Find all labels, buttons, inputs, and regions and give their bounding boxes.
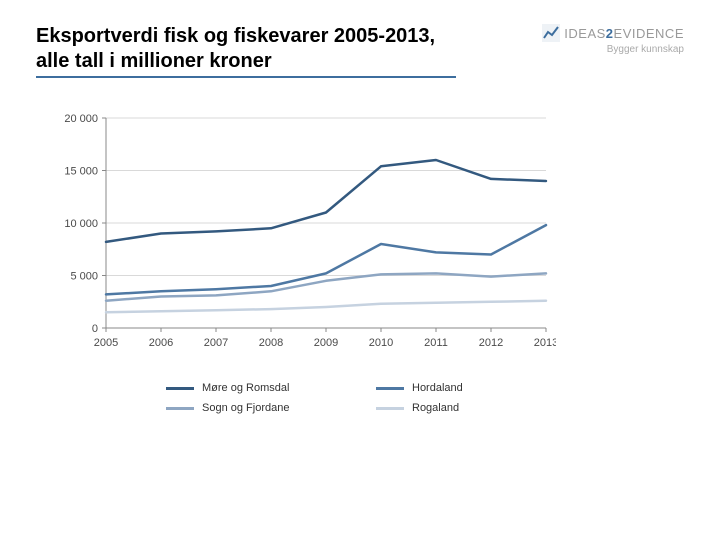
legend-item: Sogn og Fjordane xyxy=(166,402,346,414)
y-tick-label: 20 000 xyxy=(64,113,98,125)
brand-tagline: Bygger kunnskap xyxy=(542,44,684,55)
x-tick-label: 2013 xyxy=(534,337,556,349)
series-line xyxy=(106,301,546,313)
brand-name: IDEAS2EVIDENCE xyxy=(564,26,684,41)
y-tick-label: 10 000 xyxy=(64,218,98,230)
series-line xyxy=(106,273,546,300)
y-tick-label: 15 000 xyxy=(64,166,98,178)
legend-item: Rogaland xyxy=(376,402,556,414)
legend-label: Sogn og Fjordane xyxy=(202,402,289,414)
x-tick-label: 2009 xyxy=(314,337,338,349)
logo-icon xyxy=(542,24,560,42)
brand-accent: 2 xyxy=(606,26,614,41)
legend-label: Møre og Romsdal xyxy=(202,382,289,394)
slide: Eksportverdi fisk og fiskevarer 2005-201… xyxy=(0,0,720,540)
x-tick-label: 2008 xyxy=(259,337,283,349)
legend-label: Rogaland xyxy=(412,402,459,414)
legend-swatch xyxy=(166,407,194,410)
page-title: Eksportverdi fisk og fiskevarer 2005-201… xyxy=(36,24,456,78)
chart-legend: Møre og Romsdal Hordaland Sogn og Fjordane… xyxy=(166,382,684,414)
x-tick-label: 2005 xyxy=(94,337,118,349)
brand-pre: IDEAS xyxy=(564,26,606,41)
x-tick-label: 2012 xyxy=(479,337,503,349)
x-tick-label: 2006 xyxy=(149,337,173,349)
y-tick-label: 0 xyxy=(92,323,98,335)
brand-block: IDEAS2EVIDENCE Bygger kunnskap xyxy=(542,24,684,55)
x-tick-label: 2011 xyxy=(424,337,448,349)
brand-post: EVIDENCE xyxy=(614,26,684,41)
series-line xyxy=(106,160,546,242)
legend-swatch xyxy=(376,387,404,390)
legend-item: Hordaland xyxy=(376,382,556,394)
series-line xyxy=(106,225,546,294)
brand-logo: IDEAS2EVIDENCE xyxy=(542,24,684,42)
legend-item: Møre og Romsdal xyxy=(166,382,346,394)
chart-container: 0 5 000 10 000 15 000 20 000 2005 2006 2007 2008… xyxy=(36,108,684,414)
legend-swatch xyxy=(166,387,194,390)
legend-swatch xyxy=(376,407,404,410)
x-tick-label: 2010 xyxy=(369,337,393,349)
x-tick-label: 2007 xyxy=(204,337,228,349)
line-chart: 0 5 000 10 000 15 000 20 000 2005 2006 2007 2008… xyxy=(36,108,556,368)
legend-label: Hordaland xyxy=(412,382,463,394)
y-tick-label: 5 000 xyxy=(70,271,98,283)
header-row: Eksportverdi fisk og fiskevarer 2005-201… xyxy=(36,24,684,78)
